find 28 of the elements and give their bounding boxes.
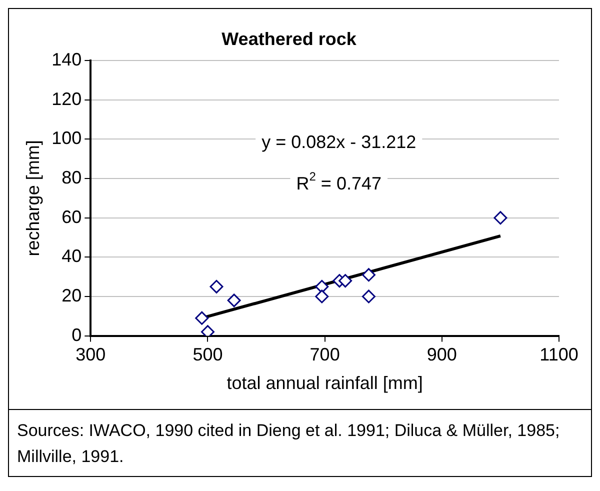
y-tick-label: 100 [52, 128, 82, 148]
point [227, 294, 241, 308]
source-note: Sources: IWACO, 1990 cited in Dieng et al. 1991; Diluca & Müller, 1985; Millville, 1991. [16, 420, 561, 468]
point [210, 280, 224, 294]
point [315, 280, 329, 294]
y-tick-label: 20 [62, 285, 82, 306]
point [315, 290, 329, 304]
y-tick-label: 140 [52, 50, 82, 70]
point [494, 211, 508, 225]
annotation: y = 0.082x - 31.212 [262, 132, 416, 152]
x-axis-title: total annual rainfall [mm] [226, 373, 423, 394]
x-tick-label: 700 [310, 344, 340, 365]
y-tick-label: 60 [62, 206, 82, 227]
y-tick-label: 0 [72, 324, 82, 345]
point [195, 311, 209, 325]
y-tick-label: 80 [62, 168, 82, 188]
x-tick-label: 1100 [540, 344, 578, 365]
x-tick-label: 500 [192, 344, 223, 365]
y-tick-label: 120 [52, 88, 82, 109]
y-tick-label: 40 [62, 246, 82, 266]
point [338, 274, 352, 288]
x-tick-label: 300 [76, 344, 106, 365]
y-axis-title: recharge [mm] [22, 140, 43, 256]
point [362, 290, 376, 304]
point [362, 268, 376, 282]
point [200, 325, 214, 336]
chart-title: Weathered rock [222, 28, 358, 49]
x-tick-label: 900 [426, 344, 457, 365]
